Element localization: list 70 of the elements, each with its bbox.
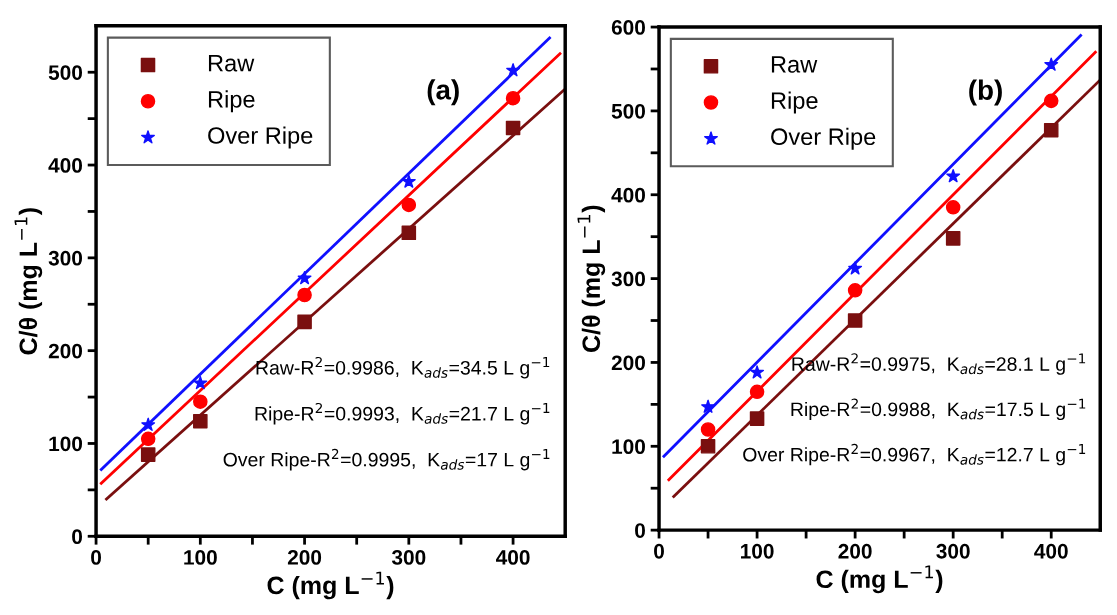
point [847,313,863,328]
y-tick-label: 0 [635,523,645,538]
point [946,169,961,183]
y-tick-label: 200 [48,343,83,359]
legend-label: Ripe [208,90,255,113]
x-tick-label: 400 [496,550,530,565]
point [1043,93,1059,109]
point [140,431,156,447]
x-tick-label: 100 [741,543,774,559]
point [701,399,716,413]
y-tick-label: 100 [612,439,645,455]
annotation: Over Ripe-R$^{2}$=0.9967, K$_{ads}$=12.7 L g$^{−1}$ [743,443,1086,466]
y-axis-title: C/θ (mg L$^{−1}$) [14,208,43,355]
x-tick-label: 300 [391,550,426,565]
y-axis-title: C/θ (mg L$^{−1}$) [577,205,606,352]
point [505,120,521,136]
legend-label: Raw [208,55,255,72]
y-tick-label: 500 [611,103,645,119]
x-tick-label: 0 [91,550,101,565]
point [700,439,716,454]
legend-label: Over Ripe [208,126,313,149]
y-tick-label: 500 [48,65,83,80]
point [1044,57,1059,71]
point [401,225,417,241]
y-tick-label: 300 [611,271,645,287]
y-tick-label: 0 [72,529,83,545]
y-tick-label: 400 [48,158,83,173]
point [297,270,312,285]
annotation: Raw-R$^{2}$=0.9986, K$_{ads}$=34.5 L g$^{−1}$ [256,356,550,379]
point [847,283,863,298]
point [506,63,521,77]
point [297,287,312,303]
legend-label: Ripe [771,91,818,114]
annotation: Over Ripe-R$^{2}$=0.9995, K$_{ads}$=17 L g$^{−1}$ [223,448,550,471]
point [945,200,961,215]
point [749,384,765,400]
point [749,411,765,426]
point [700,422,716,437]
y-tick-label: 400 [611,187,645,203]
legend-label: Over Ripe [771,127,876,150]
x-tick-label: 200 [287,550,322,565]
point [505,90,521,106]
point [945,231,961,246]
point [401,197,417,213]
legend-label: Raw [771,56,818,73]
x-tick-label: 400 [1034,543,1068,559]
point [297,314,312,330]
annotation: (a) [427,79,459,106]
x-axis-title: C (mg L$^{−1}$) [267,571,394,600]
y-tick-label: 200 [611,355,645,371]
annotation: (b) [969,79,1002,106]
y-tick-label: 600 [611,20,645,35]
point [193,394,208,409]
x-tick-label: 0 [654,543,664,559]
point [193,375,208,390]
point [848,261,863,275]
point [1043,122,1059,138]
point [140,447,156,462]
x-tick-label: 300 [936,543,970,559]
x-axis-title: C (mg L$^{−1}$) [816,565,943,594]
y-tick-label: 300 [48,250,83,266]
annotation: Ripe-R$^{2}$=0.9988, K$_{ads}$=17.5 L g$^{−1}$ [791,398,1086,421]
y-tick-label: 100 [49,436,83,452]
x-tick-label: 100 [184,550,217,565]
x-tick-label: 200 [838,543,872,559]
point [750,365,765,379]
point [141,417,156,431]
point [193,413,208,429]
annotation: Ripe-R$^{2}$=0.9993, K$_{ads}$=21.7 L g$^{−1}$ [255,402,550,425]
point [401,174,416,188]
